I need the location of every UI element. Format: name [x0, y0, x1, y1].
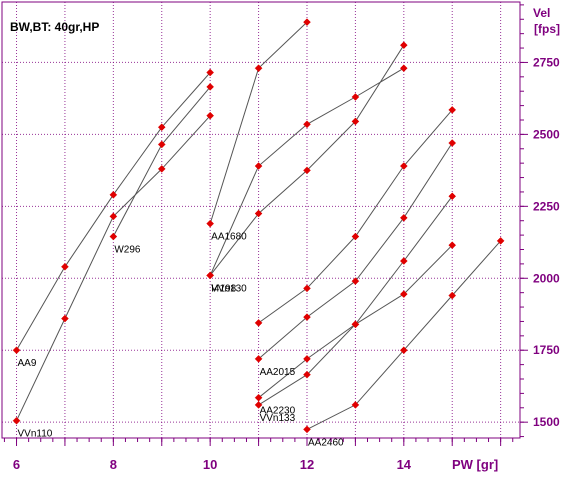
data-point	[399, 257, 408, 265]
data-point	[399, 346, 408, 355]
y-tick-label: 2500	[533, 127, 560, 141]
data-point	[254, 401, 263, 409]
data-point	[206, 68, 215, 77]
series-label: AA9	[18, 358, 37, 369]
y-tick-label: 1750	[533, 343, 560, 357]
data-point	[399, 64, 408, 73]
data-point	[448, 106, 457, 114]
data-point	[303, 425, 311, 434]
data-point	[254, 209, 263, 218]
data-point	[351, 232, 360, 241]
data-point	[303, 355, 311, 363]
series-markers	[12, 18, 505, 434]
series-label: AA1680	[211, 232, 247, 243]
series-label: AA2460	[308, 437, 344, 448]
data-point	[109, 190, 118, 199]
data-point	[448, 291, 457, 300]
x-tick-label: 6	[13, 457, 20, 472]
series-label: I4198	[211, 283, 236, 294]
data-point	[206, 271, 215, 280]
data-point	[496, 237, 505, 245]
data-point	[61, 314, 69, 323]
series-label: VVn130	[211, 283, 247, 294]
y-axis-unit: [fps]	[534, 22, 560, 36]
y-tick-label: 2750	[533, 55, 560, 69]
data-point	[448, 192, 457, 201]
data-point	[303, 370, 311, 379]
grid	[2, 2, 520, 438]
data-point	[448, 139, 457, 147]
series-label: AA2230	[260, 406, 296, 417]
data-point	[254, 162, 263, 170]
chart-title: BW,BT: 40gr,HP	[10, 20, 99, 34]
data-point	[157, 123, 166, 132]
x-tick-label: 10	[203, 457, 217, 472]
data-point	[351, 401, 360, 409]
data-point	[61, 262, 69, 271]
data-point	[206, 111, 215, 120]
x-tick-label: 8	[110, 457, 117, 472]
y-tick-label: 2250	[533, 199, 560, 213]
data-point	[303, 120, 311, 129]
series-label: AA2015	[260, 367, 296, 378]
x-axis-label: PW [gr]	[452, 457, 498, 472]
data-point	[109, 232, 118, 241]
data-point	[206, 83, 215, 91]
data-point	[399, 213, 408, 222]
series-label: VVn110	[18, 429, 53, 440]
series-label: VVn133	[260, 413, 296, 424]
plot-frame	[1, 1, 521, 439]
data-point	[12, 416, 21, 425]
data-point	[157, 165, 166, 173]
y-tick-label: 1500	[533, 415, 560, 429]
data-point	[351, 277, 360, 286]
data-point	[399, 41, 408, 50]
data-point	[351, 320, 360, 329]
data-point	[351, 93, 360, 101]
axes: 6 8 10 12 14 1500 1750 2000 2250 2500 2750	[1, 1, 560, 472]
data-point	[303, 284, 311, 293]
data-point	[206, 219, 215, 228]
x-tick-label: 12	[300, 457, 314, 472]
data-point	[12, 346, 21, 355]
data-point	[254, 355, 263, 363]
data-point	[399, 162, 408, 170]
series-label: W296	[114, 245, 141, 256]
y-axis-label: Vel	[533, 6, 550, 20]
data-point	[303, 166, 311, 175]
data-point	[351, 117, 360, 126]
data-point	[399, 290, 408, 298]
data-point	[303, 18, 311, 26]
x-tick-label: 14	[397, 457, 412, 472]
data-point	[157, 140, 166, 149]
data-point	[254, 64, 263, 73]
data-point	[254, 319, 263, 327]
data-point	[109, 212, 118, 221]
y-tick-label: 2000	[533, 271, 560, 285]
data-point	[303, 313, 311, 321]
data-point	[448, 241, 457, 250]
